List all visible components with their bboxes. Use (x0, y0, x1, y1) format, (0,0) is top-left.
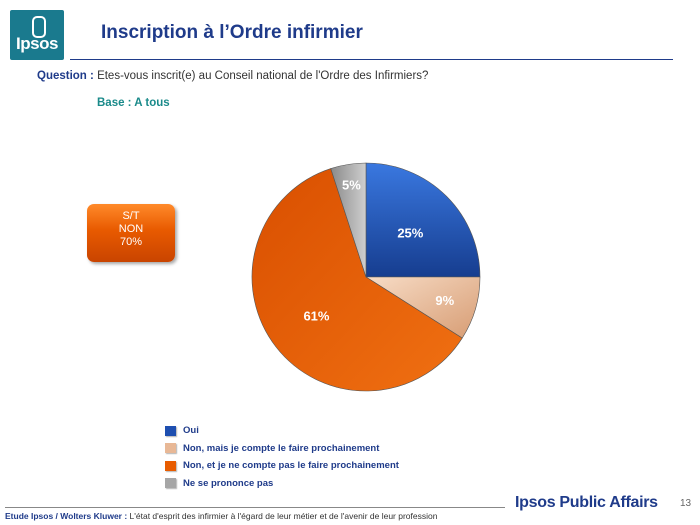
legend-swatch (165, 425, 176, 436)
question-text: Etes-vous inscrit(e) au Conseil national… (93, 70, 429, 82)
legend-label: Non, mais je compte le faire prochaineme… (183, 442, 380, 454)
ipsos-logo: Ipsos (10, 10, 64, 60)
legend-label: Non, et je ne compte pas le faire procha… (183, 460, 399, 472)
chart-legend: Oui Non, mais je compte le faire prochai… (165, 422, 399, 492)
legend-label: Ne se prononce pas (183, 477, 274, 489)
pie-slice-1 (365, 162, 481, 278)
question: Question : Etes-vous inscrit(e) au Conse… (37, 70, 428, 82)
brand-name: Ipsos Public Affairs (515, 494, 658, 511)
summary-line2: NON (118, 223, 144, 235)
pie-data-label-4: 5% (342, 178, 361, 193)
footer-label: Etude Ipsos / Wolters Kluwer : (5, 511, 128, 521)
legend-item: Non, mais je compte le faire prochaineme… (165, 440, 399, 458)
pie-data-label-1: 25% (397, 226, 423, 241)
pie-data-label-3: 61% (303, 308, 329, 323)
question-label: Question : (37, 70, 94, 82)
footer-divider (5, 507, 505, 508)
title-divider (70, 59, 673, 60)
logo-text: Ipsos (16, 34, 58, 53)
footer: Etude Ipsos / Wolters Kluwer : L'état d'… (5, 511, 437, 521)
legend-item: Ne se prononce pas (165, 475, 399, 493)
legend-swatch (165, 443, 176, 454)
pie-data-label-2: 9% (435, 293, 454, 308)
page-number: 13 (680, 498, 692, 509)
logo-mark-icon (32, 16, 46, 38)
legend-item: Non, et je ne compte pas le faire procha… (165, 457, 399, 475)
summary-line1: S/T (122, 210, 140, 222)
summary-line3: 70% (119, 236, 143, 248)
legend-item: Oui (165, 422, 399, 440)
legend-swatch (165, 460, 176, 471)
legend-label: Oui (183, 425, 199, 437)
pie-slice-4 (330, 162, 367, 278)
base-label: Base : A tous (97, 97, 170, 109)
legend-swatch (165, 478, 176, 489)
footer-text: L'état d'esprit des infirmier à l'égard … (127, 511, 438, 521)
page-title: Inscription à l’Ordre infirmier (101, 22, 363, 43)
pie-slice-3 (251, 168, 463, 392)
summary-box: S/T NON 70% (87, 204, 175, 262)
